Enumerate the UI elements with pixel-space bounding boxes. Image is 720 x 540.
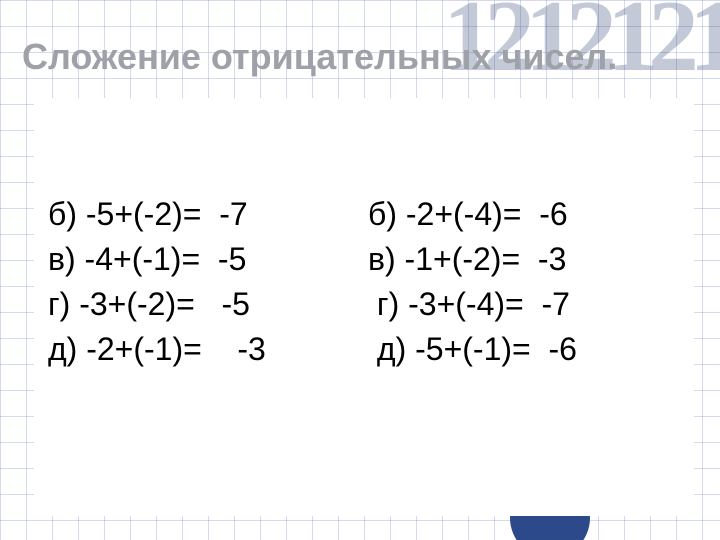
content-panel: б) -5+(-2)= -7 б) -2+(-4)= -6 в) -4+(-1)… <box>34 98 694 516</box>
equation-row: д) -2+(-1)= -3 д) -5+(-1)= -6 <box>48 331 680 368</box>
equation-right: г) -3+(-4)= -7 <box>368 286 570 323</box>
equation-left: б) -5+(-2)= -7 <box>48 196 368 233</box>
equation-row: б) -5+(-2)= -7 б) -2+(-4)= -6 <box>48 196 680 233</box>
equation-right: д) -5+(-1)= -6 <box>368 331 577 368</box>
equation-row: в) -4+(-1)= -5 в) -1+(-2)= -3 <box>48 241 680 278</box>
equation-right: в) -1+(-2)= -3 <box>368 241 566 278</box>
equation-row: г) -3+(-2)= -5 г) -3+(-4)= -7 <box>48 286 680 323</box>
slide-title: Сложение отрицательных чисел. <box>22 36 617 78</box>
equation-left: д) -2+(-1)= -3 <box>48 331 368 368</box>
equation-right: б) -2+(-4)= -6 <box>368 196 568 233</box>
equation-left: в) -4+(-1)= -5 <box>48 241 368 278</box>
equation-left: г) -3+(-2)= -5 <box>48 286 368 323</box>
